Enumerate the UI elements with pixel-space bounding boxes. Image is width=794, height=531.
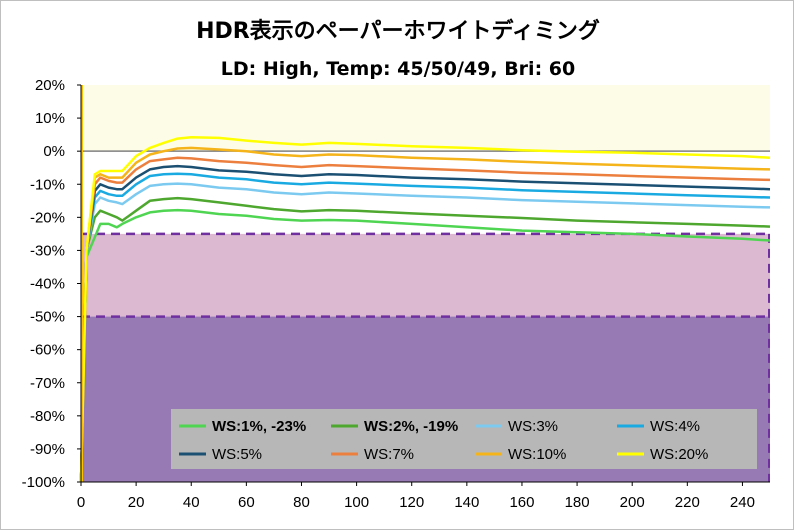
- legend-box: [171, 409, 757, 469]
- y-tick-label: -90%: [30, 441, 65, 458]
- y-tick-label: -10%: [30, 176, 65, 193]
- x-tick-label: 180: [565, 494, 590, 511]
- y-tick-label: -60%: [30, 342, 65, 359]
- y-tick-label: 20%: [35, 77, 65, 94]
- x-tick-label: 40: [183, 494, 200, 511]
- legend-label-5: WS:7%: [364, 446, 414, 463]
- y-tick-label: -70%: [30, 375, 65, 392]
- y-tick-label: 0%: [43, 143, 65, 160]
- x-tick-label: 140: [454, 494, 479, 511]
- legend: WS:1%, -23% WS:2%, -19% WS:3% WS:4% WS:5% WS:…: [171, 409, 757, 469]
- series-line-7: [79, 136, 771, 483]
- x-tick-label: 20: [128, 494, 145, 511]
- series-line-2: [79, 182, 771, 483]
- x-tick-label: 160: [509, 494, 534, 511]
- y-tick-label: 10%: [35, 110, 65, 127]
- band-1: [81, 233, 770, 317]
- series-line-3: [79, 172, 771, 483]
- x-tick-label: 0: [77, 494, 85, 511]
- legend-label-6: WS:10%: [508, 446, 566, 463]
- legend-label-1: WS:2%, -19%: [364, 418, 458, 435]
- legend-label-3: WS:4%: [650, 418, 700, 435]
- y-tick-label: -40%: [30, 276, 65, 293]
- plot-area: [79, 85, 771, 483]
- chart-title: HDR表示のペーパーホワイトディミング: [196, 18, 600, 44]
- x-tick-label: 200: [620, 494, 645, 511]
- y-tick-label: -80%: [30, 408, 65, 425]
- band-0: [81, 85, 770, 152]
- y-tick-label: -100%: [22, 474, 65, 491]
- y-tick-label: -30%: [30, 242, 65, 259]
- series-line-6: [79, 146, 771, 483]
- legend-label-7: WS:20%: [650, 446, 708, 463]
- x-tick-label: 80: [293, 494, 310, 511]
- series-line-1: [79, 196, 771, 483]
- x-tick-label: 240: [730, 494, 755, 511]
- x-tick-label: 120: [399, 494, 424, 511]
- series-line-4: [79, 164, 771, 483]
- x-tick-label: 220: [675, 494, 700, 511]
- chart-subtitle: LD: High, Temp: 45/50/49, Bri: 60: [221, 58, 575, 80]
- series-line-5: [79, 156, 771, 483]
- x-tick-label: 100: [344, 494, 369, 511]
- x-tick-label: 60: [238, 494, 255, 511]
- y-tick-label: -20%: [30, 209, 65, 226]
- legend-label-0: WS:1%, -23%: [212, 418, 306, 435]
- axes: 20% 10% 0% -10% -20% -30% -40% -50% -60% -70% -80%…: [22, 77, 770, 511]
- y-tick-label: -50%: [30, 309, 65, 326]
- legend-label-4: WS:5%: [212, 446, 262, 463]
- series-line-0: [79, 208, 771, 483]
- legend-label-2: WS:3%: [508, 418, 558, 435]
